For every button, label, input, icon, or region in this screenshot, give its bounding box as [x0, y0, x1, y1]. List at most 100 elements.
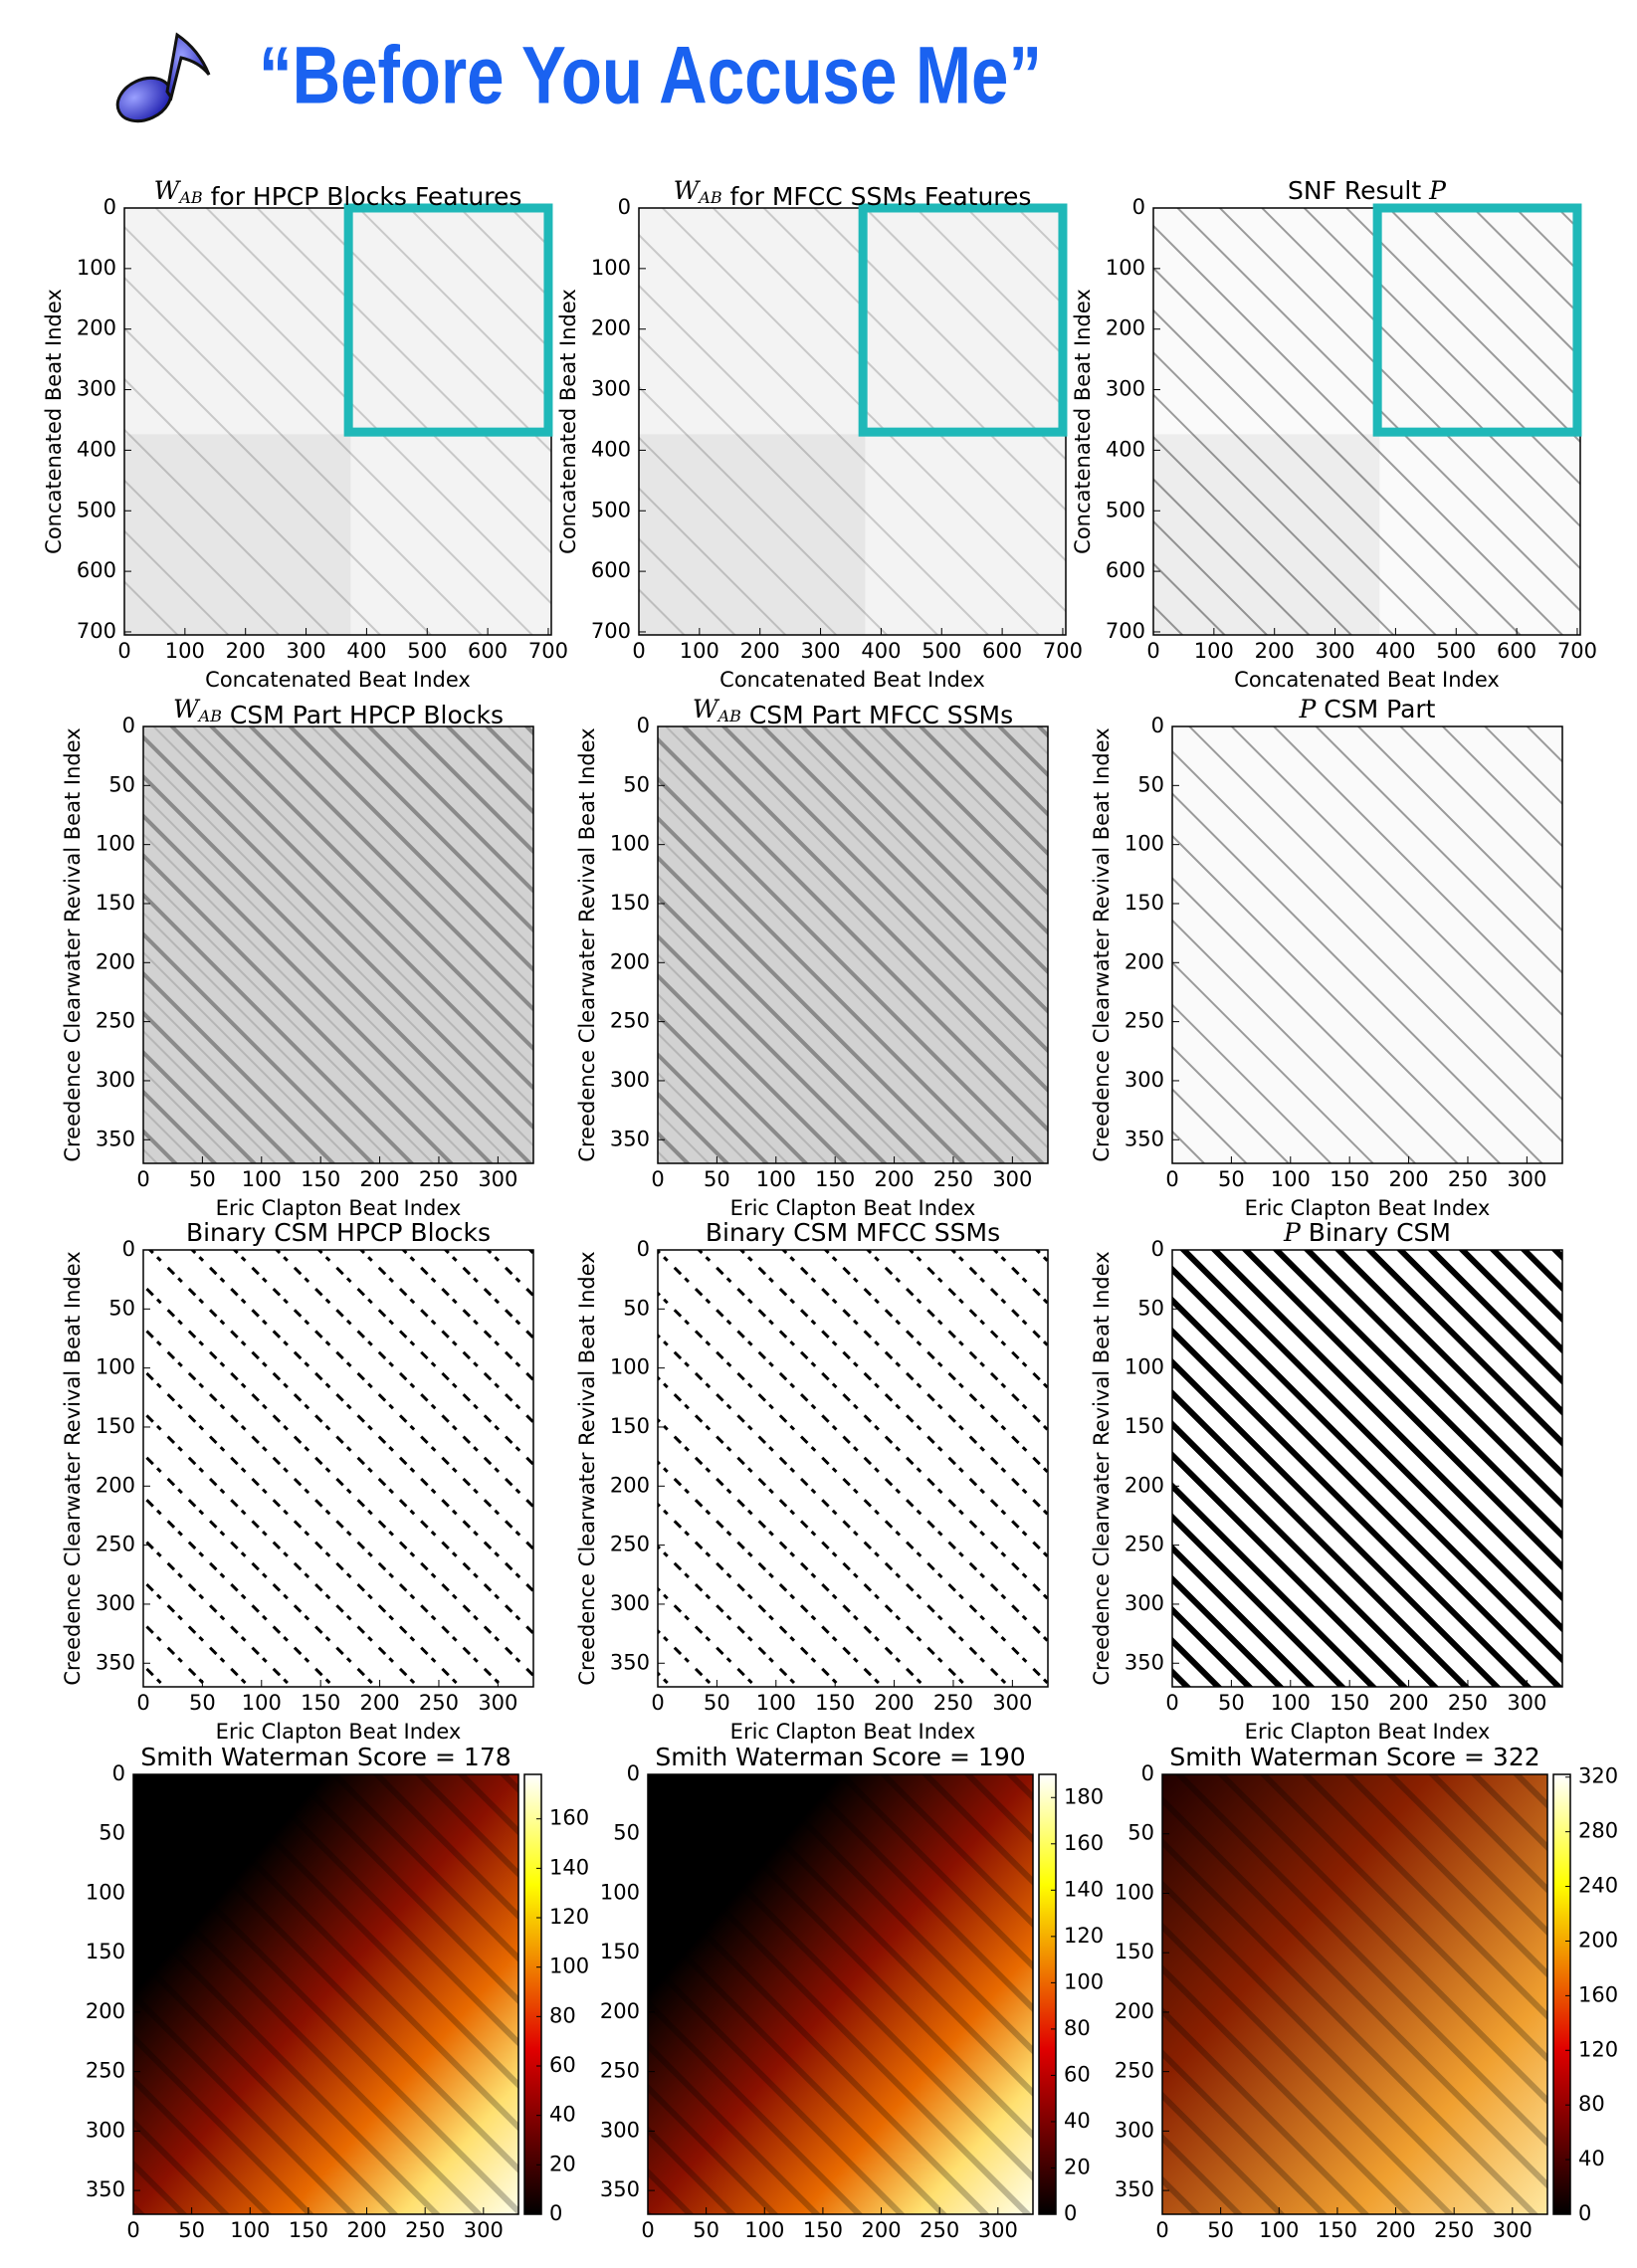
y-tick-label: 350 [1115, 2177, 1154, 2201]
plot-frame [1171, 1249, 1563, 1688]
y-tick-label: 200 [77, 316, 116, 340]
y-axis-label: Creedence Clearwater Revival Beat Index [61, 1251, 85, 1685]
x-tick-label: 50 [1218, 1167, 1245, 1191]
x-axis-label: Eric Clapton Beat Index [216, 1720, 462, 1744]
x-tick-label: 150 [1318, 2218, 1357, 2242]
y-axis-label: Concatenated Beat Index [1071, 289, 1095, 554]
x-tick-label: 0 [641, 2218, 654, 2242]
y-tick-label: 50 [1137, 772, 1164, 796]
x-tick-label: 300 [478, 1167, 517, 1191]
title-part: Smith Waterman Score = 190 [655, 1743, 1025, 1771]
x-axis-label: Eric Clapton Beat Index [730, 1720, 976, 1744]
x-axis-label: Concatenated Beat Index [719, 668, 985, 692]
y-tick-label: 300 [96, 1591, 135, 1615]
x-tick-label: 100 [756, 1691, 796, 1715]
y-tick-label: 50 [623, 1296, 650, 1320]
title-part: W [154, 176, 182, 205]
x-tick-label: 400 [346, 639, 386, 663]
heatmap-panel: 0 100 200 300 400 500 600 700010020030040050060… [1071, 176, 1597, 693]
colorbar-tick-label: 160 [1064, 1831, 1104, 1855]
y-tick-label: 150 [610, 1414, 650, 1438]
y-tick-label: 150 [610, 891, 650, 915]
y-tick-label: 100 [1106, 256, 1145, 280]
y-axis-label: Creedence Clearwater Revival Beat Index [575, 727, 599, 1161]
x-tick-label: 150 [1330, 1691, 1369, 1715]
plot-frame [142, 1249, 534, 1688]
colorbar-tick-label: 60 [1064, 2062, 1091, 2086]
x-tick-label: 250 [920, 2218, 959, 2242]
y-tick-label: 250 [1125, 1009, 1164, 1033]
x-tick-label: 600 [982, 639, 1022, 663]
x-tick-label: 300 [1493, 2218, 1533, 2242]
x-tick-label: 200 [1389, 1167, 1429, 1191]
y-tick-label: 150 [1125, 891, 1164, 915]
x-tick-label: 300 [1507, 1167, 1546, 1191]
y-tick-label: 200 [86, 1999, 125, 2023]
y-tick-label: 0 [103, 195, 116, 219]
heatmap-panel: 0 50 100 150 200 250 300 0 50 100 150 200 250 300 350 E… [575, 695, 1049, 1220]
y-tick-label: 0 [618, 195, 631, 219]
y-tick-label: 100 [1125, 1355, 1164, 1379]
x-tick-label: 250 [419, 1691, 459, 1715]
y-tick-label: 150 [96, 1414, 135, 1438]
y-tick-label: 200 [96, 949, 135, 973]
y-tick-label: 400 [591, 437, 631, 461]
y-tick-label: 100 [77, 256, 116, 280]
x-tick-label: 200 [740, 639, 780, 663]
y-tick-label: 700 [591, 619, 631, 643]
y-tick-label: 300 [610, 1591, 650, 1615]
y-tick-label: 50 [613, 1821, 640, 1845]
y-tick-label: 200 [1115, 1999, 1154, 2023]
x-tick-label: 300 [287, 639, 326, 663]
x-tick-label: 0 [1165, 1691, 1178, 1715]
y-tick-label: 100 [96, 1355, 135, 1379]
colorbar-tick-label: 40 [1578, 2147, 1605, 2170]
highlight-box [1372, 203, 1582, 437]
title-part: CSM Part [1316, 695, 1435, 723]
page-title: “Before You Accuse Me” [259, 29, 1042, 120]
colorbar-tick-label: 100 [549, 1955, 589, 1978]
y-tick-label: 300 [1125, 1591, 1164, 1615]
x-tick-label: 500 [407, 639, 447, 663]
x-tick-label: 200 [875, 1167, 915, 1191]
y-tick-label: 300 [1106, 377, 1145, 401]
colorbar-tick-label: 0 [549, 2201, 562, 2225]
x-tick-label: 500 [921, 639, 961, 663]
y-tick-label: 0 [637, 1237, 650, 1261]
x-tick-label: 100 [230, 2218, 270, 2242]
title-part: Binary CSM MFCC SSMs [706, 1218, 1000, 1247]
heatmap-panel: 0 50 100 150 200 250 300 0 50 100 150 200 250 300 350 E… [61, 1218, 534, 1744]
x-tick-label: 200 [1389, 1691, 1429, 1715]
y-tick-label: 50 [108, 772, 135, 796]
x-tick-label: 300 [978, 2218, 1018, 2242]
colorbar-tick-label: 80 [549, 2003, 576, 2027]
title-part: CSM Part HPCP Blocks [222, 701, 504, 729]
title-part: for MFCC SSMs Features [722, 182, 1032, 211]
x-tick-label: 100 [242, 1167, 282, 1191]
x-tick-label: 700 [1557, 639, 1597, 663]
x-tick-label: 250 [933, 1167, 973, 1191]
y-tick-label: 0 [637, 714, 650, 737]
y-tick-label: 350 [1125, 1650, 1164, 1674]
heatmap-texture [133, 1774, 518, 2214]
x-axis-label: Eric Clapton Beat Index [1245, 1196, 1491, 1220]
y-tick-label: 250 [600, 2059, 640, 2083]
y-tick-label: 0 [1141, 1761, 1154, 1785]
x-tick-label: 100 [756, 1167, 796, 1191]
x-tick-label: 0 [632, 639, 645, 663]
plot-frame [1171, 725, 1563, 1164]
colorbar-tick-label: 240 [1578, 1874, 1618, 1898]
x-tick-label: 300 [992, 1167, 1032, 1191]
x-tick-label: 100 [242, 1691, 282, 1715]
x-tick-label: 400 [861, 639, 901, 663]
title-part: W [674, 176, 702, 205]
heatmap-image [1172, 1250, 1562, 1687]
x-axis-label: Eric Clapton Beat Index [216, 1196, 462, 1220]
y-tick-label: 500 [1106, 498, 1145, 521]
title-part: W [693, 695, 720, 723]
y-tick-label: 100 [1115, 1880, 1154, 1904]
y-tick-label: 400 [1106, 437, 1145, 461]
y-tick-label: 0 [1132, 195, 1145, 219]
y-axis-label: Creedence Clearwater Revival Beat Index [1090, 1251, 1114, 1685]
